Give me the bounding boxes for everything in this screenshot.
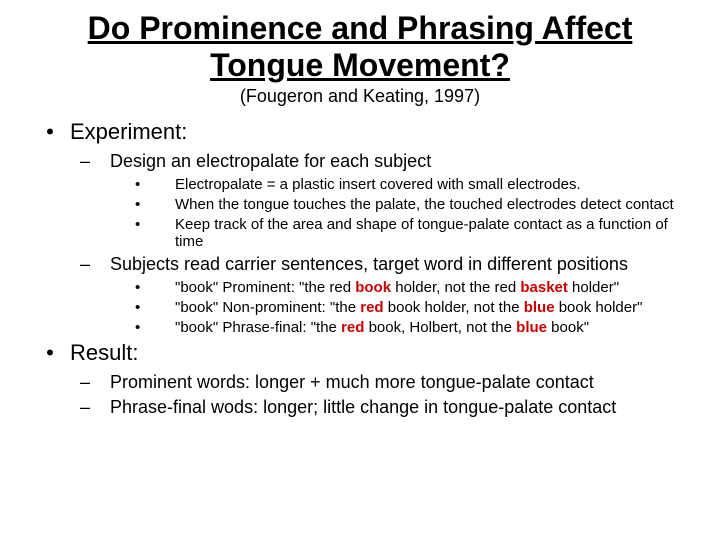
emphasis-word: book — [355, 279, 391, 296]
slide-subtitle: (Fougeron and Keating, 1997) — [30, 86, 690, 107]
text-part: "book" Prominent: "the red — [175, 279, 355, 296]
bullet-icon: • — [135, 319, 175, 336]
emphasis-word: red — [360, 299, 383, 316]
item-text: Phrase-final wods: longer; little change… — [110, 397, 616, 417]
item-text: Prominent words: longer + much more tong… — [110, 372, 594, 392]
bullet-icon: • — [135, 216, 175, 250]
slide: Do Prominence and Phrasing Affect Tongue… — [0, 0, 720, 432]
text-part: "book" Phrase-final: "the — [175, 319, 341, 336]
emphasis-word: blue — [516, 319, 547, 336]
item-text: When the tongue touches the palate, the … — [175, 196, 690, 213]
list-item: –Prominent words: longer + much more ton… — [80, 372, 690, 393]
list-item: • "book" Prominent: "the red book holder… — [135, 279, 690, 296]
dash-icon: – — [80, 254, 110, 275]
slide-title: Do Prominence and Phrasing Affect Tongue… — [30, 10, 690, 84]
bullet-icon: • — [135, 196, 175, 213]
bullet-icon: • — [30, 119, 70, 145]
bullet-icon: • — [135, 176, 175, 193]
emphasis-word: basket — [520, 279, 568, 296]
section-experiment: •Experiment: — [30, 119, 690, 145]
section-heading: Experiment: — [70, 119, 187, 144]
text-part: holder" — [568, 279, 619, 296]
text-part: book" — [547, 319, 589, 336]
item-text: Electropalate = a plastic insert covered… — [175, 176, 690, 193]
item-text: "book" Non-prominent: "the red book hold… — [175, 299, 690, 316]
list-item: –Phrase-final wods: longer; little chang… — [80, 397, 690, 418]
section-result: •Result: — [30, 340, 690, 366]
dash-icon: – — [80, 397, 110, 418]
item-text: "book" Prominent: "the red book holder, … — [175, 279, 690, 296]
item-text: "book" Phrase-final: "the red book, Holb… — [175, 319, 690, 336]
list-item: • "book" Phrase-final: "the red book, Ho… — [135, 319, 690, 336]
item-text: Keep track of the area and shape of tong… — [175, 216, 690, 250]
emphasis-word: blue — [524, 299, 555, 316]
section-heading: Result: — [70, 340, 138, 365]
list-item: • Electropalate = a plastic insert cover… — [135, 176, 690, 193]
text-part: book holder" — [555, 299, 643, 316]
list-item: –Design an electropalate for each subjec… — [80, 151, 690, 172]
list-item: • Keep track of the area and shape of to… — [135, 216, 690, 250]
item-text: Design an electropalate for each subject — [110, 151, 431, 171]
dash-icon: – — [80, 372, 110, 393]
text-part: book, Holbert, not the — [364, 319, 516, 336]
emphasis-word: red — [341, 319, 364, 336]
list-item: –Subjects read carrier sentences, target… — [80, 254, 690, 275]
list-item: • When the tongue touches the palate, th… — [135, 196, 690, 213]
text-part: holder, not the red — [391, 279, 520, 296]
bullet-icon: • — [135, 279, 175, 296]
bullet-icon: • — [135, 299, 175, 316]
bullet-icon: • — [30, 340, 70, 366]
list-item: • "book" Non-prominent: "the red book ho… — [135, 299, 690, 316]
dash-icon: – — [80, 151, 110, 172]
item-text: Subjects read carrier sentences, target … — [110, 254, 628, 274]
text-part: "book" Non-prominent: "the — [175, 299, 360, 316]
text-part: book holder, not the — [384, 299, 524, 316]
